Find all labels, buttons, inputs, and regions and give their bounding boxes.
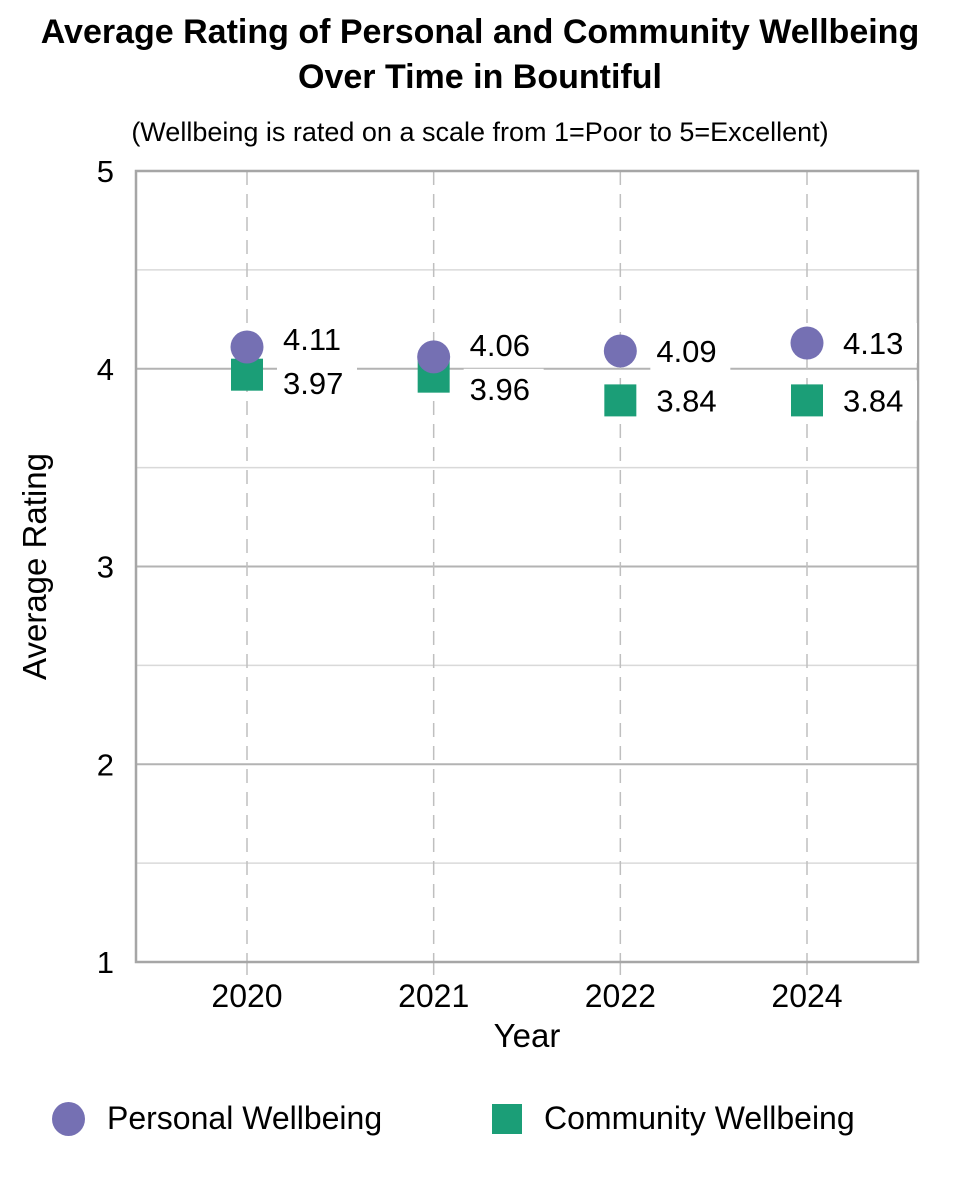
data-point-personal <box>790 326 824 360</box>
data-point-community <box>791 384 823 417</box>
x-tick-label: 2024 <box>771 978 842 1014</box>
data-label-bg <box>277 362 357 403</box>
legend-circle-icon <box>52 1101 85 1136</box>
data-label-bg <box>277 318 357 359</box>
chart-title: Average Rating of Personal and Community… <box>0 10 960 100</box>
legend-square-icon <box>492 1103 522 1134</box>
legend-label: Community Wellbeing <box>544 1100 855 1136</box>
data-point-community <box>604 384 637 417</box>
plot-border <box>134 169 920 964</box>
y-tick-label: 2 <box>97 747 114 782</box>
data-label-bg <box>650 380 731 421</box>
x-axis-title: Year <box>494 1017 561 1054</box>
y-tick-label: 3 <box>97 550 114 585</box>
y-tick-label: 4 <box>97 352 114 387</box>
legend: Personal Wellbeing Community Wellbeing <box>52 1100 855 1137</box>
data-label-personal: 4.11 <box>283 322 341 357</box>
data-label-personal: 4.09 <box>656 334 716 369</box>
x-tick-label: 2020 <box>211 978 282 1014</box>
data-label-personal: 4.13 <box>843 326 903 361</box>
y-axis-title: Average Rating <box>16 453 53 680</box>
data-label-personal: 4.06 <box>470 328 530 363</box>
data-label-community: 3.97 <box>283 366 343 401</box>
data-label-bg <box>837 380 917 421</box>
y-tick-label: 5 <box>97 154 114 189</box>
legend-item: Community Wellbeing <box>492 1100 855 1137</box>
legend-item: Personal Wellbeing <box>52 1100 492 1137</box>
data-label-bg <box>650 330 731 371</box>
legend-label: Personal Wellbeing <box>107 1100 383 1136</box>
data-point-personal <box>230 330 264 364</box>
data-point-personal <box>603 334 637 368</box>
data-point-community <box>231 358 263 391</box>
chart-subtitle: (Wellbeing is rated on a scale from 1=Po… <box>131 117 829 147</box>
data-label-community: 3.84 <box>656 383 716 418</box>
x-tick-label: 2021 <box>398 978 469 1014</box>
chart-title-line2: Over Time in Bountiful <box>298 58 662 96</box>
x-tick-label: 2022 <box>585 978 656 1014</box>
chart-title-line1: Average Rating of Personal and Community… <box>40 13 920 51</box>
y-tick-label: 1 <box>97 945 114 980</box>
data-label-community: 3.84 <box>843 383 903 418</box>
data-point-personal <box>417 340 451 374</box>
data-label-community: 3.96 <box>470 372 530 407</box>
data-label-bg <box>463 368 544 409</box>
data-label-bg <box>463 324 544 365</box>
data-label-bg <box>837 323 917 364</box>
